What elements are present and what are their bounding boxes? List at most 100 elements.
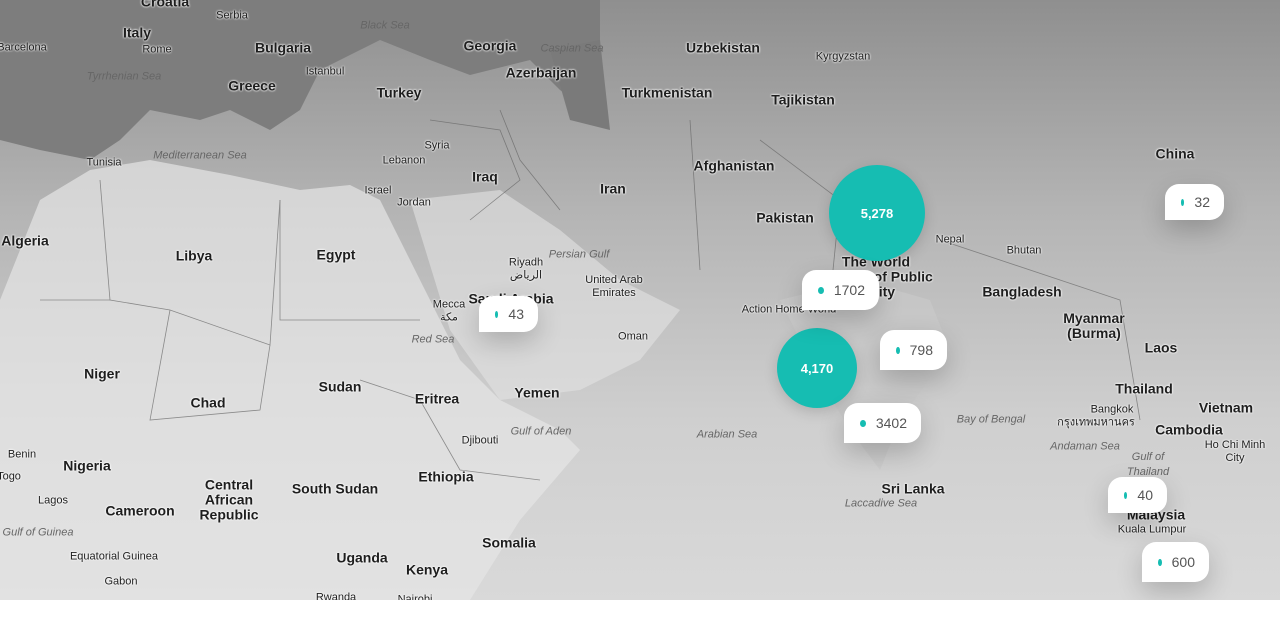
map-label: مكة [440,311,458,324]
pin-count: 43 [508,306,524,322]
map-label: กรุงเทพมหานคร [1057,416,1135,429]
pin-count: 40 [1137,487,1153,503]
map-label: Mediterranean Sea [153,149,247,162]
pin-dot [896,346,900,354]
map-label: Iran [600,180,626,197]
pin-count: 1702 [833,282,865,298]
map-label: Chad [190,394,226,411]
sea [550,40,610,130]
map-label: Afghanistan [693,157,775,174]
pin-marker[interactable]: 600 [1142,542,1209,582]
map-label: Rome [142,43,172,56]
map-label: Algeria [1,232,49,249]
pin-dot [1181,198,1185,206]
map-label: Kuala Lumpur [1117,523,1187,536]
map-label: Black Sea [360,19,410,32]
pin-dot [818,286,824,294]
cluster-marker[interactable]: 5,278 [829,165,925,261]
map-label: Israel [364,184,392,197]
map-label: Yemen [514,384,560,401]
map-label: Persian Gulf [548,248,610,261]
map-label: Laccadive Sea [844,497,918,510]
map-background [0,0,1141,600]
map-label: Italy [122,24,152,41]
map-label: Myanmar (Burma) [1063,310,1125,341]
map-label: Eritrea [414,390,460,407]
map-label: Sri Lanka [881,480,945,497]
map-label: Niger [84,365,120,382]
map-label: Cameroon [105,502,175,519]
map-label: Bay of Bengal [956,413,1026,426]
map-label: Greece [228,77,276,94]
map-label: Uganda [336,549,388,566]
map-label: Bhutan [1006,244,1042,257]
map-label: Kyrgyzstan [815,50,871,63]
map-label: Togo [0,470,21,483]
map-label: Nairobi [397,593,433,601]
map-label: Georgia [463,37,517,54]
map-label: Nepal [935,233,965,246]
map-label: China [1155,145,1195,162]
pin-marker[interactable]: 1702 [802,270,879,310]
map-label: Tajikistan [771,91,835,108]
map-label: Tunisia [86,156,122,169]
pin-marker[interactable]: 43 [479,296,538,332]
map-label: Cambodia [1155,421,1223,438]
pin-dot [1158,558,1162,566]
map-label: Lebanon [382,154,426,167]
pin-dot [1124,491,1128,499]
map-label: Croatia [140,0,190,10]
pin-marker[interactable]: 40 [1108,477,1167,513]
pin-marker[interactable]: 798 [880,330,947,370]
map-label: Bangladesh [982,283,1062,300]
land [780,280,950,470]
land [0,160,580,600]
map-label: Azerbaijan [505,64,577,81]
map-label: Riyadh [508,256,544,269]
map-label: Pakistan [756,209,814,226]
map-label: Ho Chi Minh City [1204,439,1266,464]
map-label: Laos [1144,339,1178,356]
map-label: Barcelona [0,41,47,54]
map-label: Gulf of Guinea [2,526,74,539]
map-label: Andaman Sea [1050,440,1120,453]
pin-marker[interactable]: 3402 [844,403,921,443]
pin-dot [860,419,866,427]
map-label: Red Sea [411,333,455,346]
cluster-marker[interactable]: 4,170 [777,328,857,408]
map-label: Djibouti [461,434,499,447]
map-label: Gulf of Aden [510,425,572,438]
map-label: United Arab Emirates [585,274,643,299]
map-label: Jordan [397,196,431,209]
map-label: Serbia [216,9,248,22]
map[interactable]: Croatia Serbia Italy Rome Barcelona Bulgaria I… [0,0,1280,600]
map-label: Gulf of Thailand [1126,451,1170,478]
map-label: Turkey [376,84,422,101]
map-label: الرياض [509,269,543,282]
map-label: Bulgaria [254,39,312,56]
map-label: Benin [7,448,37,461]
pin-count: 32 [1194,194,1210,210]
map-label: Istanbul [305,65,345,78]
map-label: Central African Republic [199,476,259,523]
pin-marker[interactable]: 32 [1165,184,1224,220]
map-label: Nigeria [63,457,111,474]
map-label: Equatorial Guinea [69,550,159,563]
map-label: Somalia [482,534,536,551]
pin-dot [495,310,499,318]
map-label: Rwanda [315,591,357,601]
map-label: Syria [424,139,450,152]
pin-count: 3402 [875,415,907,431]
sea [0,0,600,160]
pin-count: 798 [909,342,933,358]
map-label: Uzbekistan [686,39,760,56]
map-label: Lagos [38,494,68,507]
map-label: Iraq [472,168,498,185]
map-label: Mecca [432,298,466,311]
map-label: Oman [618,330,648,343]
map-label: Gabon [104,575,138,588]
map-label: Kenya [405,561,449,578]
map-label: Turkmenistan [621,84,713,101]
map-label: Caspian Sea [540,42,604,55]
